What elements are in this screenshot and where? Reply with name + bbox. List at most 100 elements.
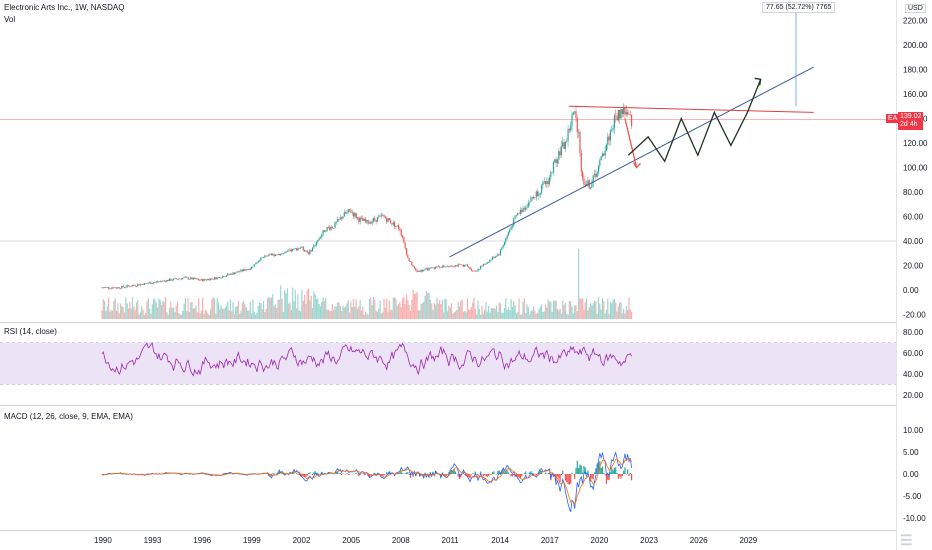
- time-tick-label: 2026: [690, 536, 708, 545]
- currency-label[interactable]: USD: [905, 4, 926, 13]
- volume-bar: [625, 305, 627, 319]
- volume-bar: [407, 299, 409, 319]
- candle-body: [239, 271, 241, 273]
- volume-bar: [474, 308, 476, 319]
- volume-bar: [154, 298, 156, 319]
- volume-bar: [466, 298, 469, 319]
- candle-body: [627, 112, 629, 115]
- volume-bar: [221, 308, 224, 319]
- macd-histogram-bar: [449, 470, 451, 474]
- macd-histogram-bar: [601, 466, 604, 474]
- macd-histogram-bar: [457, 474, 459, 477]
- macd-histogram-bar: [583, 466, 585, 474]
- candle-body: [608, 136, 610, 141]
- volume-bar: [491, 308, 494, 319]
- candle-body: [314, 245, 316, 246]
- volume-bar: [386, 298, 388, 319]
- macd-histogram-bar: [446, 474, 449, 475]
- volume-bar: [370, 297, 372, 319]
- measure-tool-label[interactable]: 77.65 (52.72%) 7765: [762, 2, 836, 13]
- volume-bar: [319, 306, 322, 319]
- macd-histogram-bar: [297, 474, 299, 475]
- volume-bar: [611, 303, 613, 319]
- volume-bar: [486, 311, 488, 319]
- resistance-line: [568, 105, 814, 113]
- macd-tick-label: 10.00: [903, 426, 924, 435]
- candle-body: [253, 264, 255, 267]
- volume-bar: [313, 291, 315, 319]
- candle-body: [220, 277, 222, 279]
- volume-bar: [592, 303, 594, 319]
- volume-bar: [337, 302, 339, 319]
- candle-body: [624, 107, 626, 115]
- candle-body: [575, 111, 577, 119]
- candle-body: [444, 266, 446, 268]
- pane-separator-price-rsi[interactable]: [0, 322, 896, 323]
- volume-bar: [371, 305, 373, 319]
- volume-bar: [481, 305, 483, 319]
- volume-bar: [134, 310, 136, 319]
- candle-body: [374, 218, 376, 221]
- candle-body: [617, 109, 619, 121]
- volume-bar: [395, 298, 397, 319]
- volume-bar: [460, 301, 462, 319]
- macd-histogram-bar: [387, 472, 389, 474]
- candle-body: [441, 265, 443, 268]
- volume-bar: [302, 301, 304, 319]
- candle-body: [203, 279, 205, 282]
- volume-bar: [527, 306, 529, 319]
- candle-body: [236, 271, 238, 273]
- candle-body: [578, 131, 580, 133]
- macd-histogram-bar: [476, 474, 478, 475]
- price-tick-label: 160.00: [903, 90, 928, 99]
- volume-bar: [300, 311, 302, 319]
- volume-bar: [555, 301, 557, 319]
- volume-bar: [106, 306, 108, 319]
- macd-histogram-bar: [523, 473, 525, 474]
- volume-bar: [560, 313, 563, 319]
- macd-histogram-bar: [399, 472, 401, 474]
- candle-body: [605, 144, 608, 151]
- volume-bar: [330, 310, 332, 319]
- candle-body: [521, 210, 523, 213]
- volume-bars: [101, 249, 633, 319]
- candle-body: [309, 250, 311, 255]
- volume-bar: [172, 307, 175, 319]
- macd-tick-label: 0.00: [903, 470, 919, 479]
- candle-body: [382, 215, 384, 216]
- candle-body: [522, 208, 524, 213]
- volume-bar: [405, 294, 408, 319]
- symbol-title[interactable]: Electronic Arts Inc., 1W, NASDAQ: [4, 3, 125, 12]
- macd-histogram-bar: [313, 472, 315, 474]
- volume-bar: [151, 304, 153, 319]
- candle-body: [574, 111, 576, 113]
- rsi-legend[interactable]: RSI (14, close): [4, 327, 57, 336]
- volume-bar: [268, 296, 270, 319]
- pane-separator-rsi-macd[interactable]: [0, 405, 896, 406]
- macd-histogram-bar: [592, 474, 594, 480]
- volume-bar: [285, 293, 287, 319]
- tradingview-logo[interactable]: ☰: [900, 532, 913, 548]
- macd-histogram-bar: [531, 473, 533, 474]
- candle-body: [539, 192, 541, 195]
- volume-bar: [199, 313, 201, 319]
- candle-body: [270, 253, 273, 255]
- macd-histogram-bar: [363, 474, 365, 475]
- macd-histogram-bar: [562, 470, 564, 474]
- price-tick-label: 180.00: [903, 66, 928, 75]
- candle-body: [274, 254, 277, 257]
- macd-histogram-bar: [564, 474, 566, 481]
- volume-legend[interactable]: Vol: [4, 15, 16, 24]
- volume-bar: [158, 298, 160, 319]
- candle-body: [526, 206, 528, 208]
- volume-bar: [544, 304, 547, 319]
- candle-body: [207, 279, 209, 281]
- price-tick-label: -20.00: [903, 311, 926, 320]
- macd-legend[interactable]: MACD (12, 26, close, 9, EMA, EMA): [4, 412, 133, 421]
- macd-histogram-bar: [517, 474, 519, 478]
- candle-body: [341, 217, 343, 219]
- volume-bar: [256, 312, 258, 319]
- candle-body: [559, 151, 561, 156]
- volume-bar: [216, 297, 218, 319]
